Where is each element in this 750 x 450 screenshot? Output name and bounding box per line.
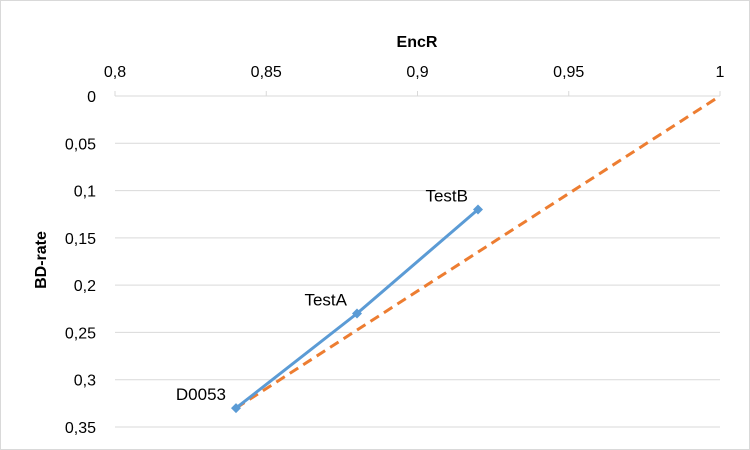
y-tick-label: 0,2 [74, 278, 96, 295]
y-tick-label: 0,3 [74, 373, 96, 390]
x-tick-labels: 0,8 0,85 0,9 0,95 1 [104, 64, 725, 81]
x-tick-label: 0,9 [406, 64, 428, 81]
y-tick-label: 0 [87, 89, 96, 106]
data-point-label: TestA [304, 291, 347, 310]
y-tick-label: 0,25 [65, 325, 96, 342]
x-tick-label: 0,85 [251, 64, 282, 81]
y-tick-labels: 0 0,05 0,1 0,15 0,2 0,25 0,3 0,35 [65, 89, 96, 437]
x-axis-title: EncR [397, 34, 438, 51]
y-tick-label: 0,15 [65, 231, 96, 248]
y-tick-label: 0,05 [65, 136, 96, 153]
data-point-label: D0053 [176, 385, 226, 404]
y-axis-title: BD-rate [33, 231, 50, 289]
y-tick-label: 0,1 [74, 184, 96, 201]
data-point-marker [231, 403, 241, 414]
x-tick-label: 0,8 [104, 64, 126, 81]
data-point-marker [352, 308, 362, 319]
x-tick-label: 1 [716, 64, 725, 81]
series-layer [231, 94, 721, 414]
grid [114, 91, 721, 428]
data-point-marker [473, 204, 483, 215]
x-tick-label: 0,95 [553, 64, 584, 81]
y-tick-label: 0,35 [65, 420, 96, 437]
point-labels: D0053 TestA TestB [176, 186, 468, 404]
data-point-label: TestB [425, 186, 468, 205]
